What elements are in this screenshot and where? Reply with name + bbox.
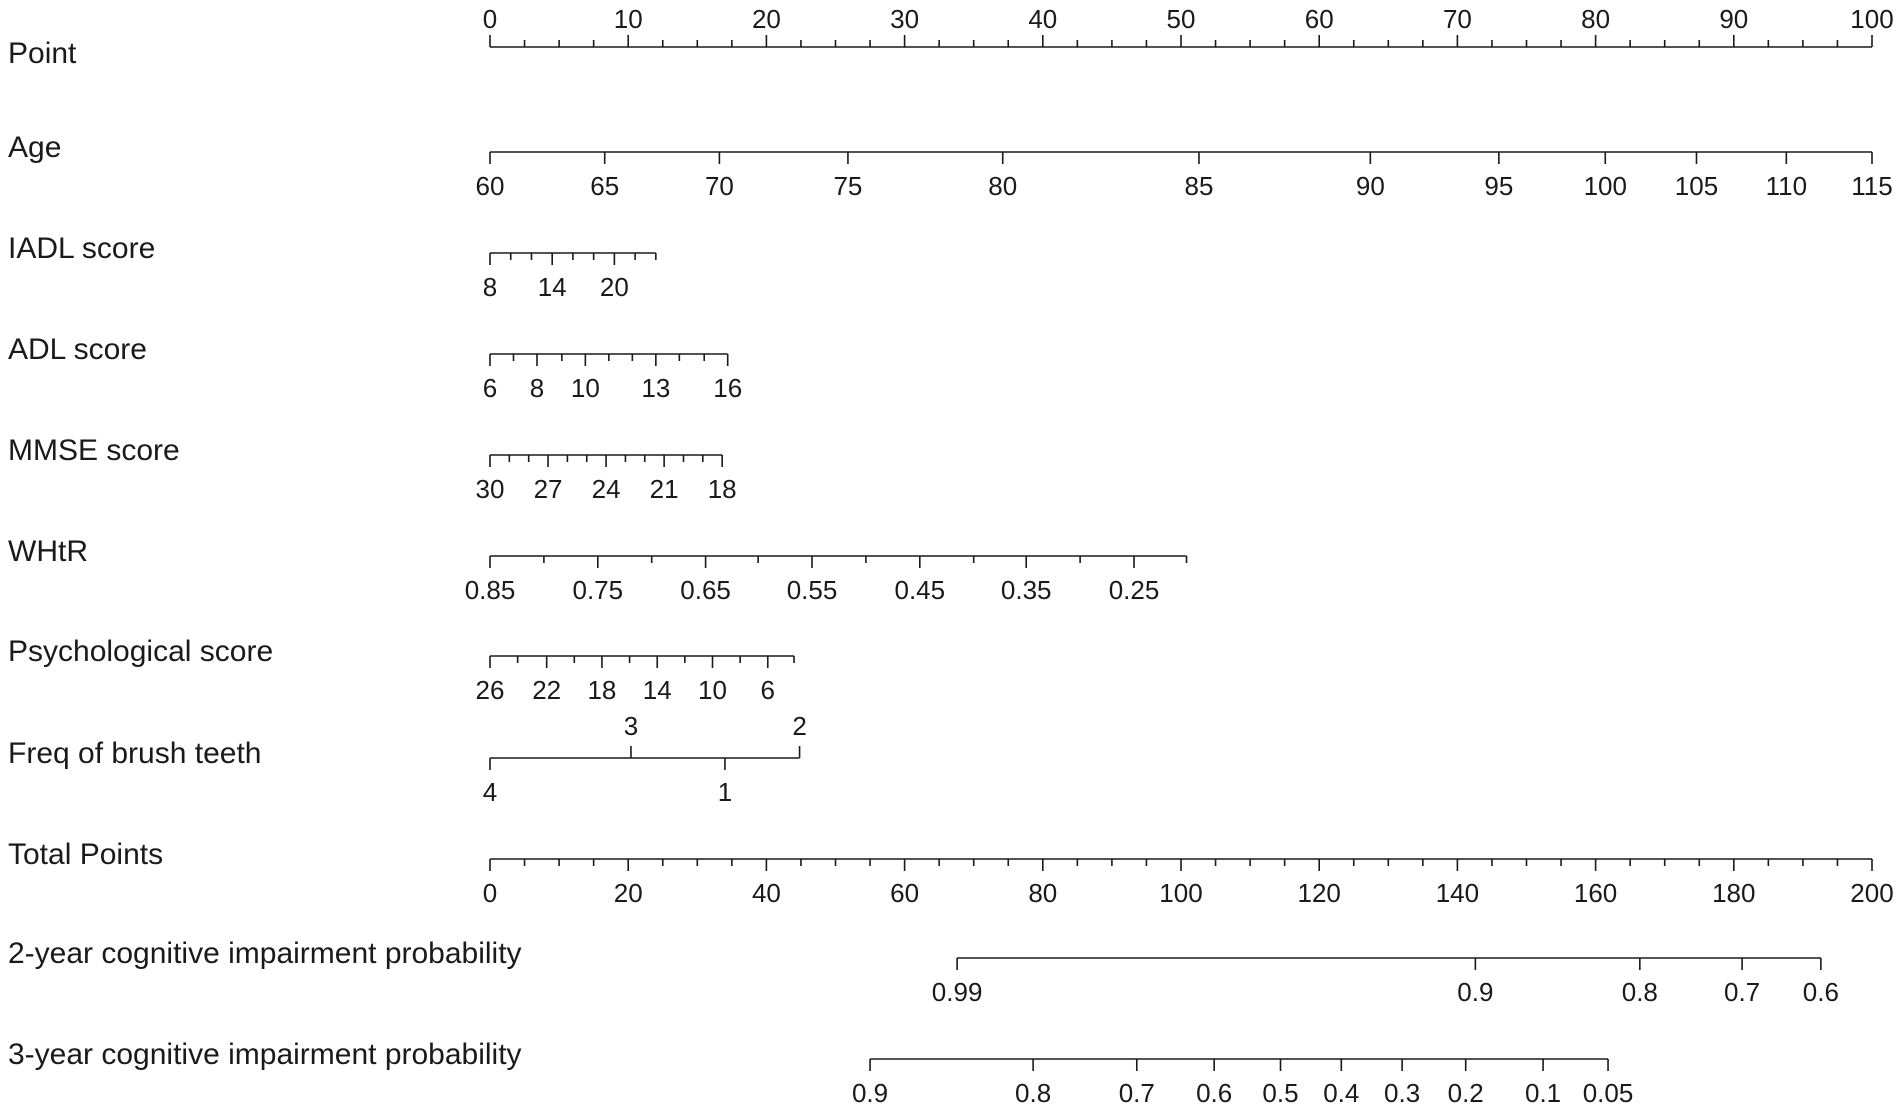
- tick-label-brush: 3: [624, 711, 638, 741]
- tick-label-age: 60: [476, 171, 505, 201]
- tick-label-point: 50: [1167, 4, 1196, 34]
- tick-label-total: 120: [1298, 878, 1341, 908]
- row-label-prob3: 3-year cognitive impairment probability: [8, 1038, 522, 1071]
- tick-label-total: 200: [1850, 878, 1893, 908]
- tick-label-point: 80: [1581, 4, 1610, 34]
- row-label-iadl: IADL score: [8, 232, 155, 265]
- tick-label-adl: 10: [571, 373, 600, 403]
- tick-label-mmse: 21: [650, 474, 679, 504]
- tick-label-prob3: 0.7: [1119, 1078, 1155, 1108]
- tick-label-prob3: 0.5: [1262, 1078, 1298, 1108]
- tick-label-iadl: 20: [600, 272, 629, 302]
- tick-label-age: 80: [988, 171, 1017, 201]
- tick-label-prob3: 0.05: [1583, 1078, 1634, 1108]
- tick-label-mmse: 24: [592, 474, 621, 504]
- tick-label-point: 20: [752, 4, 781, 34]
- tick-label-point: 60: [1305, 4, 1334, 34]
- tick-label-age: 90: [1356, 171, 1385, 201]
- tick-label-psych: 6: [761, 675, 775, 705]
- tick-label-total: 60: [890, 878, 919, 908]
- row-label-brush: Freq of brush teeth: [8, 737, 261, 770]
- tick-label-adl: 6: [483, 373, 497, 403]
- tick-label-psych: 14: [643, 675, 672, 705]
- tick-label-adl: 16: [713, 373, 742, 403]
- tick-label-adl: 13: [641, 373, 670, 403]
- tick-label-psych: 18: [587, 675, 616, 705]
- tick-label-prob3: 0.2: [1448, 1078, 1484, 1108]
- tick-label-prob2: 0.9: [1457, 977, 1493, 1007]
- tick-label-point: 0: [483, 4, 497, 34]
- tick-label-total: 140: [1436, 878, 1479, 908]
- tick-label-point: 90: [1719, 4, 1748, 34]
- row-label-whtr: WHtR: [8, 535, 88, 568]
- tick-label-adl: 8: [530, 373, 544, 403]
- row-label-point: Point: [8, 37, 77, 70]
- tick-label-prob3: 0.6: [1196, 1078, 1232, 1108]
- tick-label-total: 160: [1574, 878, 1617, 908]
- tick-label-point: 70: [1443, 4, 1472, 34]
- tick-label-mmse: 27: [534, 474, 563, 504]
- tick-label-whtr: 0.75: [572, 575, 623, 605]
- tick-label-prob3: 0.1: [1525, 1078, 1561, 1108]
- row-label-mmse: MMSE score: [8, 434, 180, 467]
- tick-label-prob2: 0.99: [932, 977, 983, 1007]
- tick-label-age: 65: [590, 171, 619, 201]
- tick-label-point: 30: [890, 4, 919, 34]
- row-label-age: Age: [8, 131, 61, 164]
- tick-label-age: 95: [1484, 171, 1513, 201]
- tick-label-age: 115: [1851, 171, 1892, 201]
- tick-label-age: 70: [705, 171, 734, 201]
- tick-label-total: 80: [1028, 878, 1057, 908]
- tick-label-prob2: 0.8: [1622, 977, 1658, 1007]
- tick-label-point: 10: [614, 4, 643, 34]
- tick-label-whtr: 0.25: [1109, 575, 1160, 605]
- tick-label-mmse: 18: [708, 474, 737, 504]
- tick-label-prob2: 0.6: [1803, 977, 1839, 1007]
- tick-label-whtr: 0.55: [787, 575, 838, 605]
- tick-label-total: 0: [483, 878, 497, 908]
- tick-label-mmse: 30: [476, 474, 505, 504]
- tick-label-whtr: 0.45: [894, 575, 945, 605]
- tick-label-age: 105: [1675, 171, 1718, 201]
- tick-label-prob3: 0.4: [1323, 1078, 1359, 1108]
- tick-label-total: 40: [752, 878, 781, 908]
- tick-label-age: 100: [1584, 171, 1627, 201]
- tick-label-whtr: 0.65: [680, 575, 731, 605]
- row-label-prob2: 2-year cognitive impairment probability: [8, 937, 522, 970]
- row-label-adl: ADL score: [8, 333, 147, 366]
- tick-label-age: 85: [1185, 171, 1214, 201]
- tick-label-prob3: 0.3: [1384, 1078, 1420, 1108]
- tick-label-total: 20: [614, 878, 643, 908]
- tick-label-total: 100: [1159, 878, 1202, 908]
- tick-label-prob3: 0.8: [1015, 1078, 1051, 1108]
- tick-label-age: 75: [833, 171, 862, 201]
- tick-label-age: 110: [1766, 171, 1807, 201]
- tick-label-total: 180: [1712, 878, 1755, 908]
- tick-label-prob2: 0.7: [1724, 977, 1760, 1007]
- row-label-psych: Psychological score: [8, 635, 273, 668]
- tick-label-point: 100: [1850, 4, 1893, 34]
- tick-label-brush: 1: [718, 777, 732, 807]
- row-label-total: Total Points: [8, 838, 163, 871]
- tick-label-psych: 22: [532, 675, 561, 705]
- tick-label-psych: 26: [476, 675, 505, 705]
- tick-label-brush: 4: [483, 777, 497, 807]
- tick-label-iadl: 8: [483, 272, 497, 302]
- tick-label-psych: 10: [698, 675, 727, 705]
- tick-label-point: 40: [1028, 4, 1057, 34]
- tick-label-whtr: 0.35: [1001, 575, 1052, 605]
- tick-label-iadl: 14: [538, 272, 567, 302]
- tick-label-prob3: 0.9: [852, 1078, 888, 1108]
- tick-label-whtr: 0.85: [465, 575, 516, 605]
- tick-label-brush: 2: [792, 711, 806, 741]
